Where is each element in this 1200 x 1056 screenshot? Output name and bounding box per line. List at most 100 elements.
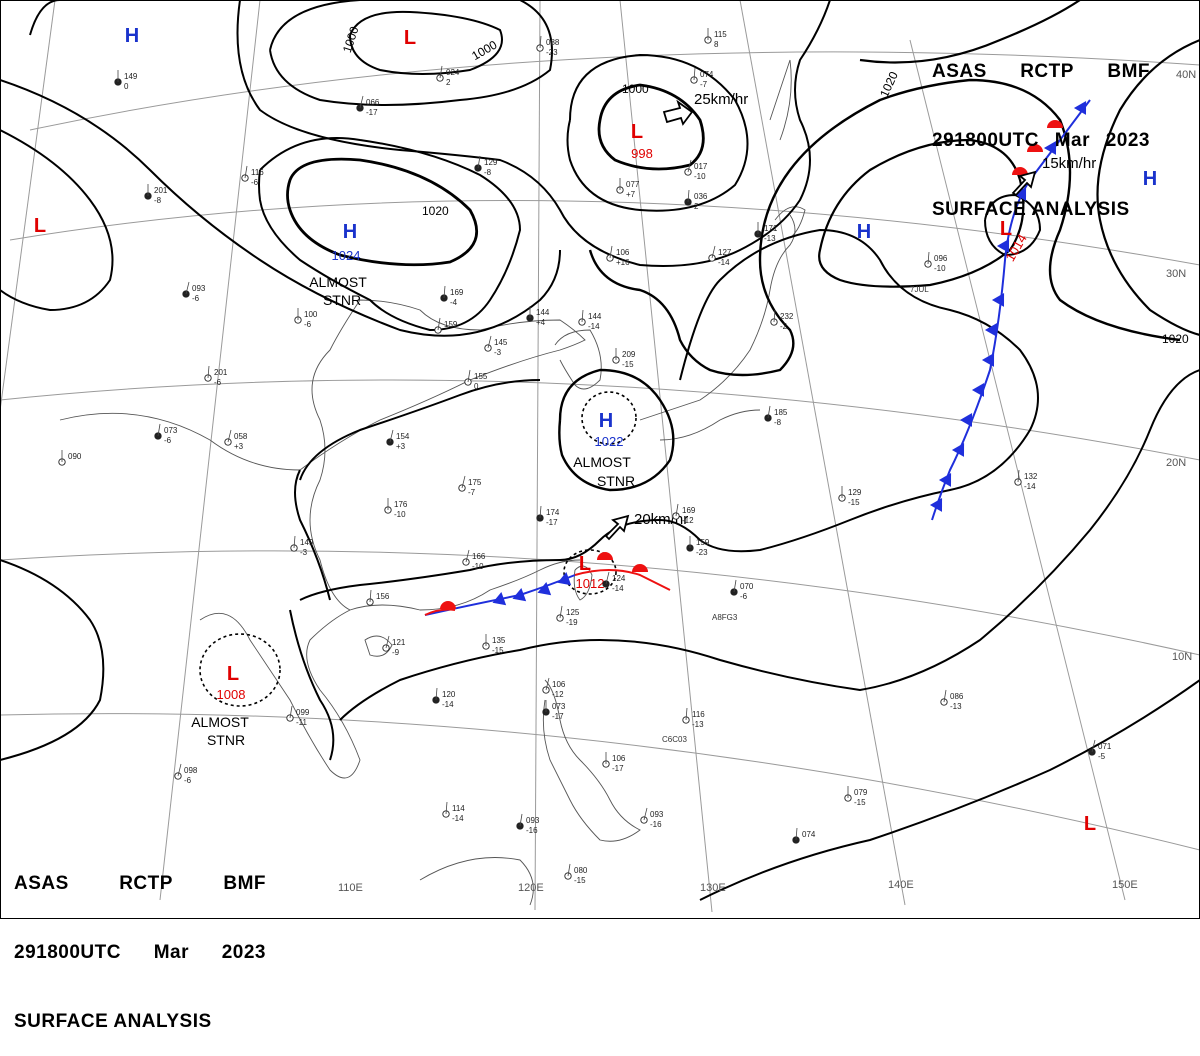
station-pressure: 149 <box>300 538 314 547</box>
coastlines <box>60 60 805 905</box>
station-pressure: 080 <box>574 866 588 875</box>
station-tendency: -10 <box>934 264 946 273</box>
station-plot: 106+16 <box>607 246 630 267</box>
station-pressure: 156 <box>376 592 390 601</box>
station-pressure: 100 <box>304 310 318 319</box>
station-plot: 093-6 <box>183 282 206 303</box>
station-pressure: 209 <box>622 350 636 359</box>
lat-label-40n: 40N <box>1176 69 1196 81</box>
station-plot: 145-3 <box>485 336 508 357</box>
station-tendency: -14 <box>612 584 624 593</box>
station-tendency: -9 <box>392 648 400 657</box>
agency-code-3: BMF <box>1107 60 1150 83</box>
lat-label-20n: 20N <box>1166 457 1186 469</box>
station-plot: 159-23 <box>687 536 710 557</box>
station-pressure: 169 <box>450 288 464 297</box>
station-plot: 116-13 <box>683 708 706 729</box>
station-plot: 100-6 <box>295 308 318 329</box>
isobar-mid-west <box>295 470 330 600</box>
lon-line-100e <box>0 0 55 560</box>
station-plot: 209-15 <box>613 348 636 369</box>
station-tendency: +4 <box>536 318 546 327</box>
station-tendency: -6 <box>214 378 222 387</box>
station-plot: 017-10 <box>685 160 708 181</box>
station-pressure: 024 <box>446 68 460 77</box>
station-pressure: 070 <box>740 582 754 591</box>
station-pressure: 090 <box>68 452 82 461</box>
cold-front-triangle <box>939 473 957 490</box>
center-note-h-china-2: STNR <box>323 292 361 308</box>
station-pressure: 036 <box>694 192 708 201</box>
station-tendency: -3 <box>300 548 308 557</box>
low-center-l-mongolia: L <box>404 27 416 49</box>
station-pressure: 125 <box>566 608 580 617</box>
station-tendency: -14 <box>718 258 730 267</box>
station-pressure: 088 <box>546 38 560 47</box>
station-plot: 086-13 <box>941 690 964 711</box>
station-tendency: -5 <box>1098 752 1106 761</box>
center-note-h-china: ALMOST <box>309 274 367 290</box>
station-plot: 185-8 <box>765 406 788 427</box>
station-tendency: 2 <box>446 78 451 87</box>
valid-month: Mar <box>1055 129 1090 152</box>
station-pressure: 169 <box>682 506 696 515</box>
motion-arrow-taiwan <box>606 516 628 539</box>
dashed-centers <box>200 392 636 706</box>
low-center-l-taiwan: L <box>579 553 591 575</box>
station-tendency: -8 <box>484 168 492 177</box>
station-pressure: 201 <box>214 368 228 377</box>
station-tendency: 0 <box>124 82 129 91</box>
station-pressure: 074 <box>802 830 816 839</box>
station-tendency: -17 <box>612 764 624 773</box>
valid-time: 291800UTC <box>14 941 121 964</box>
valid-time: 291800UTC <box>932 129 1039 152</box>
chart-title: SURFACE ANALYSIS <box>14 1010 212 1033</box>
station-pressure: 106 <box>616 248 630 257</box>
station-pressure: 159 <box>444 320 458 329</box>
low-center-l-scs: L <box>227 663 239 685</box>
station-tendency: -15 <box>854 798 866 807</box>
station-pressure: 106 <box>612 754 626 763</box>
lat-label-10n: 10N <box>1172 651 1192 663</box>
station-plot: 098-6 <box>175 764 198 785</box>
warm-front-semicircle <box>597 552 613 560</box>
station-pressure: 135 <box>492 636 506 645</box>
station-pressure: 093 <box>650 810 664 819</box>
motion-speed-taiwan: 20km/hr <box>634 511 688 528</box>
station-pressure: 093 <box>192 284 206 293</box>
station-tendency: -14 <box>588 322 600 331</box>
station-tendency: -23 <box>546 48 558 57</box>
station-pressure: 079 <box>854 788 868 797</box>
valid-year: 2023 <box>222 941 266 964</box>
warm-front-semicircle <box>632 564 648 572</box>
motion-speed-north: 25km/hr <box>694 91 748 108</box>
station-pressure: 115 <box>714 30 727 39</box>
station-plot: 159 <box>435 318 458 333</box>
center-pressure-l-scs: 1008 <box>217 687 246 702</box>
station-plot: 174-17 <box>537 506 560 527</box>
station-tendency: -12 <box>682 516 694 525</box>
isobar-l998-ring2 <box>568 55 748 211</box>
station-tendency: -6 <box>164 436 172 445</box>
station-tendency: -12 <box>552 690 564 699</box>
station-tendency: -10 <box>394 510 406 519</box>
station-tendency: -16 <box>650 820 662 829</box>
station-tendency: -23 <box>696 548 708 557</box>
station-tendency: -17 <box>546 518 558 527</box>
lon-label-110e: 110E <box>338 882 363 894</box>
low-center-l-se: L <box>1084 813 1096 835</box>
station-tendency: -15 <box>492 646 504 655</box>
station-pressure: 077 <box>626 180 640 189</box>
valid-month: Mar <box>154 941 189 964</box>
station-plot: 106-17 <box>603 752 626 773</box>
lon-line-110e <box>160 0 260 900</box>
station-plot: 114-14 <box>443 802 466 823</box>
station-tendency: -6 <box>304 320 312 329</box>
station-pressure: 116 <box>692 710 705 719</box>
station-tendency: -13 <box>692 720 704 729</box>
isobar-west-south <box>0 560 103 760</box>
lon-label-130e: 130E <box>700 882 726 894</box>
ship-notes: 7JUL A8FG3 C6C03 <box>662 285 929 744</box>
station-plot: 090 <box>59 450 82 465</box>
station-pressure: 232 <box>780 312 794 321</box>
